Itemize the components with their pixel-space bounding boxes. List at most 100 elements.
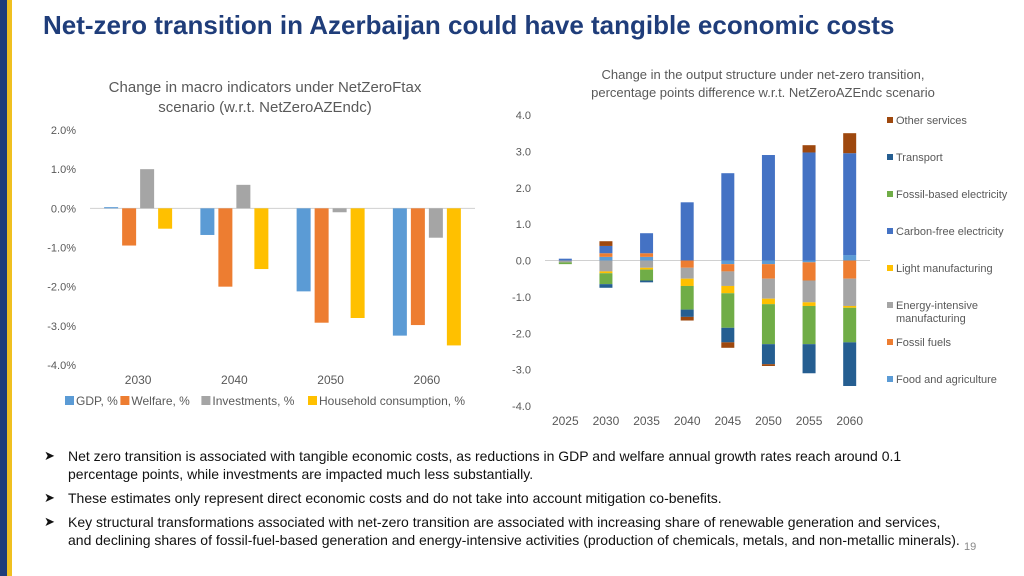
x-tick-label: 2050 xyxy=(755,414,782,428)
bar-segment-fossil-fuels xyxy=(843,260,857,279)
stripe-gold xyxy=(7,0,12,576)
bar-segment-fossil-based-electricity xyxy=(680,285,694,310)
legend-label: Welfare, % xyxy=(131,394,190,408)
bullet-list: ➤ Net zero transition is associated with … xyxy=(42,447,967,555)
y-tick-label: 4.0 xyxy=(516,110,531,122)
bar-segment-carbon-free-electricity xyxy=(721,173,735,261)
bullet-item: ➤ Key structural transformations associat… xyxy=(42,513,967,549)
bar-segment-food-and-agriculture xyxy=(802,260,816,263)
bar-segment-carbon-free-electricity xyxy=(599,245,613,254)
legend-swatch xyxy=(887,339,893,345)
macro-indicators-chart: Change in macro indicators under NetZero… xyxy=(47,79,475,408)
bar-segment-light-manufacturing xyxy=(721,285,735,294)
y-tick-label: 1.0% xyxy=(51,164,76,176)
bar-segment-transport xyxy=(802,344,816,374)
legend-swatch xyxy=(65,396,74,405)
bar-gdp xyxy=(200,208,215,235)
bar-segment-light-manufacturing xyxy=(761,298,775,305)
y-tick-label: -3.0% xyxy=(47,321,76,333)
x-tick-label: 2045 xyxy=(714,414,741,428)
legend-label: Fossil fuels xyxy=(896,337,952,349)
bar-segment-other-services xyxy=(761,364,775,366)
bar-segment-fossil-fuels xyxy=(761,264,775,279)
y-tick-label: 3.0 xyxy=(516,146,531,158)
bar-segment-other-services xyxy=(680,316,694,321)
bar-segment-transport xyxy=(599,284,613,288)
y-tick-label: -3.0 xyxy=(512,365,531,377)
bar-gdp xyxy=(392,208,407,336)
bar-segment-carbon-free-electricity xyxy=(761,155,775,261)
y-tick-label: -1.0% xyxy=(47,243,76,255)
legend-swatch xyxy=(887,117,893,123)
bar-segment-fossil-based-electricity xyxy=(802,305,816,345)
bar-segment-transport xyxy=(640,280,654,283)
y-tick-label: -1.0 xyxy=(512,292,531,304)
bullet-item: ➤ Net zero transition is associated with … xyxy=(42,447,967,483)
page-title: Net-zero transition in Azerbaijan could … xyxy=(43,10,895,40)
bar-segment-light-manufacturing xyxy=(640,267,654,270)
bar-segment-carbon-free-electricity xyxy=(680,202,694,261)
arrow-bullet-icon: ➤ xyxy=(44,448,55,463)
bar-segment-energy-intensive-manufacturing xyxy=(802,280,816,303)
bar-segment-light-manufacturing xyxy=(599,271,613,274)
bar-segment-transport xyxy=(721,327,735,343)
x-tick-label: 2050 xyxy=(317,373,344,387)
bar-segment-food-and-agriculture xyxy=(761,260,775,265)
bar-segment-fossil-fuels xyxy=(680,260,694,268)
bar-segment-fossil-based-electricity xyxy=(640,269,654,281)
bar-segment-other-services xyxy=(599,241,613,246)
x-tick-label: 2040 xyxy=(221,373,248,387)
bar-segment-fossil-fuels xyxy=(599,253,613,257)
bar-segment-fossil-based-electricity xyxy=(558,262,572,265)
bar-segment-fossil-based-electricity xyxy=(599,273,613,285)
legend-swatch xyxy=(120,396,130,405)
x-tick-label: 2025 xyxy=(552,414,579,428)
bar-segment-energy-intensive-manufacturing xyxy=(640,260,654,268)
y-tick-label: 2.0% xyxy=(51,125,76,137)
bar-segment-carbon-free-electricity xyxy=(843,153,857,256)
bar-segment-other-services xyxy=(721,342,735,348)
chart-title: Change in macro indicators under NetZero… xyxy=(109,79,422,96)
bar-gdp xyxy=(104,207,119,209)
bar-segment-other-services xyxy=(802,145,816,153)
side-stripe xyxy=(0,0,12,576)
legend-swatch xyxy=(308,396,317,405)
bar-segment-energy-intensive-manufacturing xyxy=(721,271,735,286)
y-tick-label: -2.0 xyxy=(512,328,531,340)
bar-segment-other-services xyxy=(843,133,857,154)
legend-swatch xyxy=(887,154,893,160)
legend-label: Household consumption, % xyxy=(319,394,465,408)
x-tick-label: 2030 xyxy=(125,373,152,387)
bar-segment-light-manufacturing xyxy=(680,278,694,286)
bullet-item: ➤ These estimates only represent direct e… xyxy=(42,489,967,507)
x-tick-label: 2030 xyxy=(593,414,620,428)
x-tick-label: 2040 xyxy=(674,414,701,428)
bar-segment-transport xyxy=(761,344,775,365)
bar-household-consumption xyxy=(254,208,269,270)
legend-label: Food and agriculture xyxy=(896,374,997,386)
bar-segment-fossil-based-electricity xyxy=(761,304,775,345)
bar-segment-energy-intensive-manufacturing xyxy=(761,278,775,299)
bar-segment-food-and-agriculture xyxy=(843,255,857,261)
y-tick-label: -4.0 xyxy=(512,401,531,413)
stripe-dark xyxy=(0,0,7,576)
legend-swatch xyxy=(887,265,893,271)
legend-label: Light manufacturing xyxy=(896,263,993,275)
bar-segment-fossil-based-electricity xyxy=(843,307,857,343)
bar-household-consumption xyxy=(158,208,173,229)
page-number: 19 xyxy=(964,541,977,553)
bar-welfare xyxy=(122,208,137,246)
bar-investments xyxy=(332,208,347,213)
legend-label: GDP, % xyxy=(76,394,118,408)
bar-segment-carbon-free-electricity xyxy=(802,152,816,261)
bullet-text: Net zero transition is associated with t… xyxy=(68,448,902,482)
x-tick-label: 2035 xyxy=(633,414,660,428)
bar-investments xyxy=(428,208,443,238)
chart-title: Change in the output structure under net… xyxy=(601,67,924,82)
bar-segment-energy-intensive-manufacturing xyxy=(599,260,613,272)
bullet-text: These estimates only represent direct ec… xyxy=(68,490,722,506)
bar-investments xyxy=(236,184,251,209)
legend-swatch xyxy=(887,376,893,382)
bar-segment-carbon-free-electricity xyxy=(640,233,654,254)
bar-segment-food-and-agriculture xyxy=(599,256,613,261)
